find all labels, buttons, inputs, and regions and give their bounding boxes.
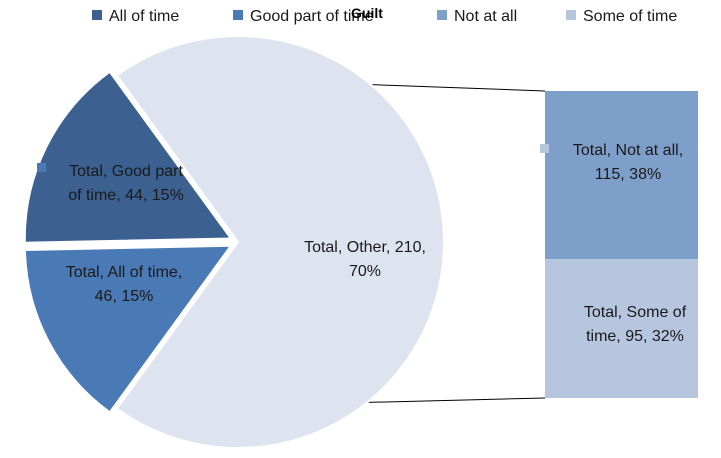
- legend-label-all-of-time: All of time: [109, 8, 179, 25]
- label-key-good-part-of-time: [37, 163, 46, 172]
- legend-item-good-part-of-time: Good part of time: [233, 8, 374, 25]
- legend-label-some-of-time: Some of time: [583, 8, 677, 25]
- legend-label-good-part-of-time: Good part of time: [250, 8, 374, 25]
- data-label-all-of-time: Total, All of time, 46, 15%: [66, 264, 183, 305]
- legend-swatch-some-of-time: [566, 10, 576, 20]
- breakdown-bar: [545, 91, 698, 398]
- data-label-some-of-time: Total, Some of time, 95, 32%: [584, 304, 687, 345]
- legend-label-not-at-all: Not at all: [454, 8, 517, 25]
- pie-slice-all-of-time: [23, 70, 233, 244]
- bar-segment-not-at-all: [545, 91, 698, 260]
- legend: All of time Good part of time Not at all So…: [92, 8, 677, 25]
- main-pie: [23, 35, 445, 449]
- legend-item-not-at-all: Not at all: [437, 8, 517, 25]
- chart-title: Guilt: [351, 5, 383, 21]
- legend-swatch-not-at-all: [437, 10, 447, 20]
- data-label-not-at-all: Total, Not at all, 115, 38%: [573, 142, 683, 183]
- bar-segment-some-of-time: [545, 259, 698, 398]
- data-label-other: Total, Other, 210, 70%: [304, 239, 426, 280]
- legend-item-all-of-time: All of time: [92, 8, 179, 25]
- pie-slice-good-part-of-time: [23, 244, 233, 414]
- pie-slice-other: [115, 35, 445, 449]
- legend-swatch-good-part-of-time: [233, 10, 243, 20]
- legend-swatch-all-of-time: [92, 10, 102, 20]
- data-label-good-part-of-time: Total, Good part of time, 44, 15%: [68, 163, 184, 204]
- label-key-not-at-all: [540, 144, 549, 153]
- data-labels: Total, Other, 210, 70% Total, All of time,…: [37, 142, 687, 345]
- legend-item-some-of-time: Some of time: [566, 8, 677, 25]
